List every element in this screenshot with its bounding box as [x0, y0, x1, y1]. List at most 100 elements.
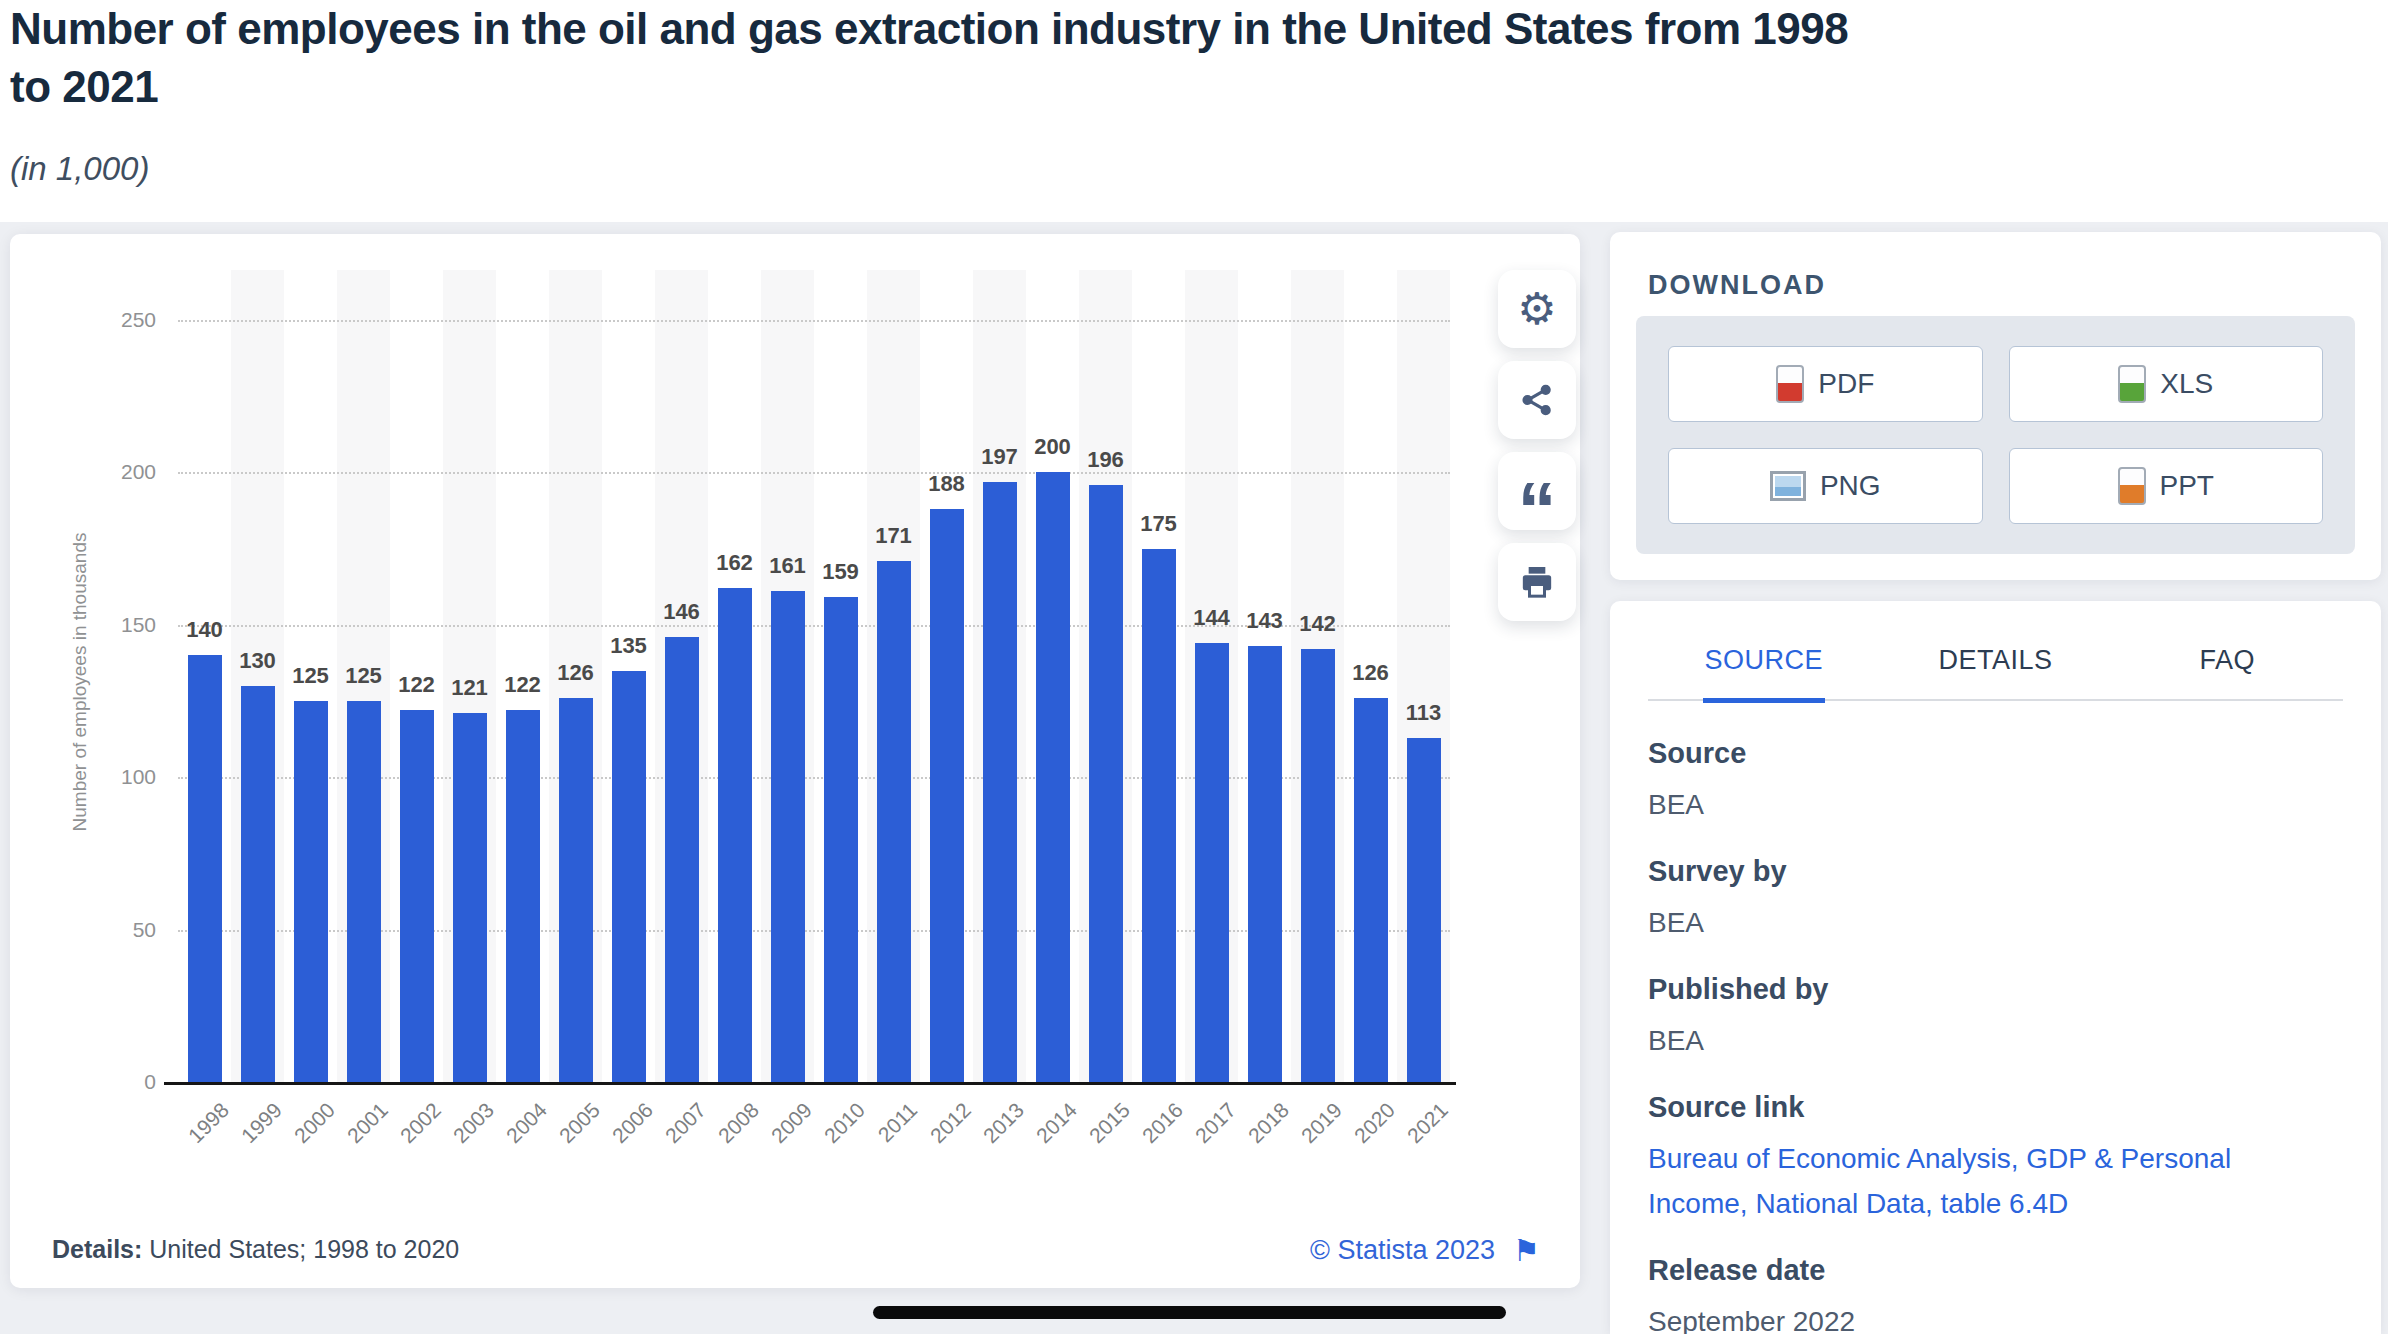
chart-column-2014: 2002014	[1026, 270, 1079, 1082]
source-row-label: Source link	[1648, 1091, 2343, 1124]
bar-value-label-1998: 140	[186, 617, 223, 643]
settings-button[interactable]: ⚙	[1498, 270, 1576, 348]
bar-2015[interactable]	[1089, 485, 1123, 1082]
download-pdf-button[interactable]: PDF	[1668, 346, 1983, 422]
bar-value-label-2011: 171	[875, 523, 912, 549]
chart-column-2004: 1222004	[496, 270, 549, 1082]
quote-icon: “	[1518, 501, 1557, 521]
bar-2008[interactable]	[718, 588, 752, 1082]
x-axis-tick-2004: 2004	[501, 1098, 551, 1148]
gridline-250	[178, 320, 1450, 322]
tab-faq[interactable]: FAQ	[2111, 645, 2343, 699]
bar-value-label-2019: 142	[1299, 611, 1336, 637]
bar-2014[interactable]	[1036, 472, 1070, 1082]
download-png-button[interactable]: PNG	[1668, 448, 1983, 524]
print-button[interactable]	[1498, 543, 1576, 621]
details-value: United States; 1998 to 2020	[142, 1235, 459, 1263]
pdf-file-icon	[1776, 365, 1804, 403]
bar-2013[interactable]	[983, 482, 1017, 1082]
print-icon	[1517, 562, 1557, 602]
x-axis-tick-2005: 2005	[554, 1098, 604, 1148]
chart-credit: © Statista 2023 ⚑	[1310, 1235, 1540, 1266]
bar-2006[interactable]	[612, 671, 646, 1082]
chart-card: Number of employees in thousands 1401998…	[10, 234, 1580, 1288]
plot-area: 1401998130199912520001252001122200212120…	[178, 270, 1450, 1082]
bar-2019[interactable]	[1301, 649, 1335, 1082]
source-card: SOURCE DETAILS FAQ Source BEA Survey by …	[1610, 601, 2381, 1334]
download-panel: PDF XLS PNG PPT	[1636, 316, 2355, 554]
share-button[interactable]	[1498, 361, 1576, 439]
bar-2003[interactable]	[453, 713, 487, 1082]
chart-column-2005: 1262005	[549, 270, 602, 1082]
download-ppt-button[interactable]: PPT	[2009, 448, 2324, 524]
bar-2000[interactable]	[294, 701, 328, 1082]
x-axis-tick-2014: 2014	[1031, 1098, 1081, 1148]
x-axis-tick-2001: 2001	[342, 1098, 392, 1148]
download-xls-button[interactable]: XLS	[2009, 346, 2324, 422]
source-row-value: September 2022	[1648, 1299, 2343, 1334]
chart-column-2000: 1252000	[284, 270, 337, 1082]
bar-value-label-2003: 121	[451, 675, 488, 701]
bar-2010[interactable]	[824, 597, 858, 1082]
bar-2005[interactable]	[559, 698, 593, 1082]
x-axis-tick-2016: 2016	[1137, 1098, 1187, 1148]
bar-value-label-2013: 197	[981, 444, 1018, 470]
bar-2002[interactable]	[400, 710, 434, 1082]
y-axis-tick-0: 0	[10, 1070, 156, 1094]
bar-1999[interactable]	[241, 686, 275, 1082]
bar-value-label-2016: 175	[1140, 511, 1177, 537]
bar-2011[interactable]	[877, 561, 911, 1082]
bar-value-label-2004: 122	[504, 672, 541, 698]
bar-2012[interactable]	[930, 509, 964, 1082]
bar-value-label-2017: 144	[1193, 605, 1230, 631]
gridline-200	[178, 472, 1450, 474]
y-axis-tick-150: 150	[10, 613, 156, 637]
chart-column-2016: 1752016	[1132, 270, 1185, 1082]
x-axis-tick-2000: 2000	[289, 1098, 339, 1148]
bar-2009[interactable]	[771, 591, 805, 1082]
chart-column-2003: 1212003	[443, 270, 496, 1082]
bar-value-label-2020: 126	[1352, 660, 1389, 686]
chart-column-2007: 1462007	[655, 270, 708, 1082]
x-axis-tick-2003: 2003	[448, 1098, 498, 1148]
bar-value-label-2007: 146	[663, 599, 700, 625]
chart-column-1999: 1301999	[231, 270, 284, 1082]
chart-column-2021: 1132021	[1397, 270, 1450, 1082]
chart-column-2001: 1252001	[337, 270, 390, 1082]
home-indicator[interactable]	[873, 1306, 1506, 1319]
bar-value-label-2015: 196	[1087, 447, 1124, 473]
tab-details[interactable]: DETAILS	[1880, 645, 2112, 699]
x-axis-tick-2008: 2008	[713, 1098, 763, 1148]
bar-2007[interactable]	[665, 637, 699, 1082]
bar-2016[interactable]	[1142, 549, 1176, 1082]
source-row-value: BEA	[1648, 1018, 2343, 1063]
chart-column-2008: 1622008	[708, 270, 761, 1082]
x-axis-tick-2018: 2018	[1243, 1098, 1293, 1148]
bar-value-label-2001: 125	[345, 663, 382, 689]
chart-toolbar: ⚙ “	[1498, 270, 1576, 621]
x-axis-tick-1998: 1998	[183, 1098, 233, 1148]
bar-value-label-2021: 113	[1406, 700, 1442, 726]
x-axis-tick-2011: 2011	[874, 1098, 923, 1147]
download-heading: DOWNLOAD	[1648, 270, 1826, 301]
chart-column-2002: 1222002	[390, 270, 443, 1082]
chart-column-2012: 1882012	[920, 270, 973, 1082]
flag-icon[interactable]: ⚑	[1513, 1236, 1540, 1266]
cite-button[interactable]: “	[1498, 452, 1576, 530]
bar-2017[interactable]	[1195, 643, 1229, 1082]
download-ppt-label: PPT	[2160, 470, 2214, 502]
y-axis-tick-50: 50	[10, 918, 156, 942]
source-link[interactable]: Bureau of Economic Analysis, GDP & Perso…	[1648, 1136, 2248, 1226]
bar-2020[interactable]	[1354, 698, 1388, 1082]
bar-value-label-2010: 159	[822, 559, 859, 585]
bar-2018[interactable]	[1248, 646, 1282, 1082]
statista-copyright-link[interactable]: © Statista 2023	[1310, 1235, 1495, 1266]
source-row-label: Survey by	[1648, 855, 2343, 888]
bar-2001[interactable]	[347, 701, 381, 1082]
bar-2021[interactable]	[1407, 738, 1441, 1082]
bar-value-label-1999: 130	[239, 648, 276, 674]
share-icon	[1518, 381, 1556, 419]
bar-2004[interactable]	[506, 710, 540, 1082]
bar-1998[interactable]	[188, 655, 222, 1082]
tab-source[interactable]: SOURCE	[1648, 645, 1880, 699]
